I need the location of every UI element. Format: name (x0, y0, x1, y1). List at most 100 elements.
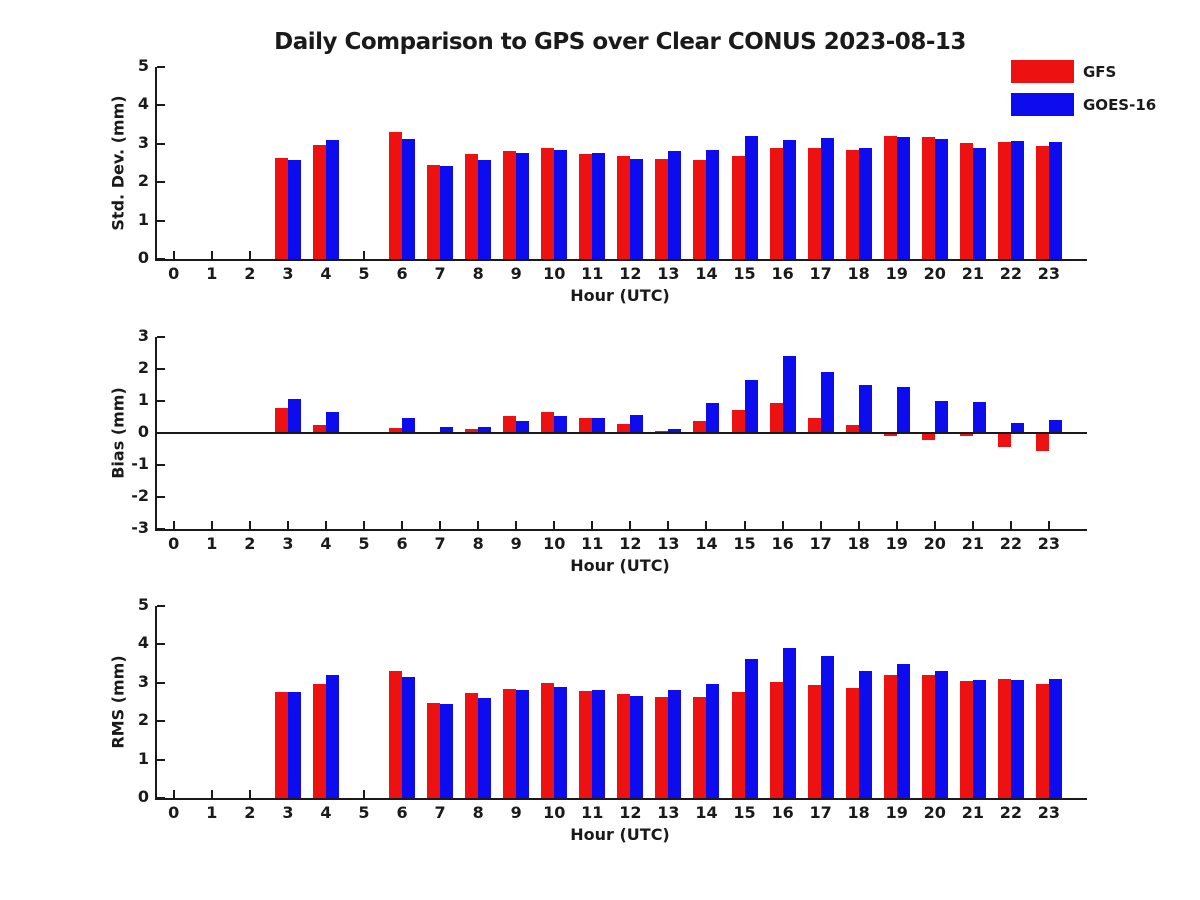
x-tick (743, 521, 746, 529)
bar-goes-16-hour-10 (554, 687, 568, 798)
chart-rms: RMS (mm) 0 1 2 3 4 5 0 1 2 3 4 5 6 7 8 9 10 11 12 13 14 15 16 1… (109, 596, 1087, 844)
x-tick-label: 6 (396, 534, 408, 553)
x-tick-label: 15 (733, 264, 756, 283)
y-tick (157, 464, 165, 466)
x-tick (857, 521, 860, 529)
bar-goes-16-hour-4 (325, 139, 339, 259)
x-tick-label: 18 (847, 534, 870, 553)
x-tick-label: 16 (771, 803, 794, 822)
y-tick-label: 1 (137, 390, 149, 409)
bar-gfs-hour-14 (693, 420, 707, 433)
legend-item-goes16: GOES-16 (1011, 93, 1156, 116)
bar-gfs-hour-3 (274, 692, 288, 798)
x-tick-label: 22 (999, 534, 1023, 553)
x-tick-label: 0 (168, 803, 180, 822)
bar-goes-16-hour-15 (744, 379, 758, 433)
bar-gfs-hour-23 (1035, 146, 1049, 259)
bar-goes-16-hour-13 (668, 429, 682, 433)
bar-gfs-hour-20 (921, 674, 935, 798)
y-tick-label: 2 (137, 358, 149, 377)
bar-gfs-hour-17 (807, 418, 821, 433)
bar-goes-16-hour-8 (478, 426, 492, 433)
x-tick-label: 0 (168, 264, 180, 283)
bar-goes-16-hour-13 (668, 151, 682, 259)
x-tick-label: 7 (434, 534, 446, 553)
x-tick (629, 521, 632, 529)
bar-gfs-hour-10 (541, 682, 555, 798)
y-tick (157, 181, 165, 184)
x-tick (477, 521, 480, 529)
bar-goes-16-hour-7 (440, 165, 454, 259)
x-tick-label: 5 (358, 264, 370, 283)
x-tick-label: 13 (657, 534, 680, 553)
chart-std-dev: Std. Dev. (mm) 0 1 2 3 4 5 0 1 2 3 4 5 6 7 8 9 10 11 12 13 1… (109, 57, 1087, 305)
y-tick-label: 3 (137, 326, 149, 345)
x-tick (210, 521, 213, 529)
bar-goes-16-hour-14 (706, 683, 720, 798)
x-tick-label: 21 (961, 534, 984, 553)
y-tick-label: 5 (137, 595, 149, 614)
x-tick-label: 10 (543, 534, 566, 553)
bar-goes-16-hour-17 (820, 371, 834, 433)
x-tick (248, 790, 251, 798)
y-tick-label: 2 (137, 710, 149, 730)
bar-gfs-hour-9 (503, 688, 517, 798)
x-tick (248, 251, 251, 259)
bar-gfs-hour-11 (579, 153, 593, 259)
bar-gfs-hour-15 (731, 691, 745, 798)
bar-gfs-hour-6 (389, 132, 403, 259)
x-tick-label: 11 (581, 264, 604, 283)
rms-x-axis-label: Hour (UTC) (570, 825, 670, 844)
y-tick-label: 0 (137, 787, 149, 806)
x-tick (363, 521, 365, 529)
bar-gfs-hour-8 (465, 154, 479, 259)
bar-gfs-hour-11 (579, 691, 593, 798)
std-dev-plot-area: 0 1 2 3 4 5 0 1 2 3 4 5 6 7 8 9 10 11 12 13 14 15 16 17 18 19 20 21… (138, 57, 1087, 283)
x-tick-label: 6 (396, 803, 408, 822)
x-tick (895, 521, 898, 529)
bar-gfs-hour-22 (997, 141, 1011, 259)
x-tick-label: 23 (1037, 803, 1061, 822)
y-tick-label: 4 (137, 633, 149, 653)
bar-gfs-hour-15 (731, 156, 745, 259)
x-tick (172, 521, 175, 529)
y-tick (157, 797, 165, 799)
bar-gfs-hour-17 (807, 147, 821, 259)
std-dev-x-axis-label: Hour (UTC) (570, 286, 670, 305)
bar-gfs-hour-18 (845, 687, 859, 798)
x-tick-label: 1 (206, 264, 218, 283)
y-tick (157, 104, 165, 107)
bar-goes-16-hour-17 (820, 138, 834, 259)
bar-goes-16-hour-4 (325, 675, 339, 798)
y-tick (157, 368, 165, 370)
bar-goes-16-hour-21 (972, 148, 986, 259)
y-tick-label: 1 (137, 209, 149, 229)
bar-goes-16-hour-18 (858, 385, 872, 433)
y-tick (157, 496, 165, 498)
figure-title: Daily Comparison to GPS over Clear CONUS… (274, 29, 966, 55)
bar-goes-16-hour-21 (972, 679, 986, 798)
x-tick (1047, 521, 1050, 529)
bar-goes-16-hour-23 (1048, 142, 1062, 259)
bar-gfs-hour-15 (731, 409, 745, 433)
bar-gfs-hour-22 (997, 433, 1011, 447)
x-tick (210, 251, 213, 259)
bar-goes-16-hour-10 (554, 149, 568, 259)
x-tick-label: 15 (733, 534, 756, 553)
y-tick-label: 1 (137, 748, 149, 768)
y-tick-label: 0 (137, 422, 149, 441)
bar-goes-16-hour-19 (896, 663, 910, 798)
bar-goes-16-hour-16 (782, 356, 796, 433)
x-tick-label: 12 (619, 264, 642, 283)
x-tick (667, 521, 670, 529)
bar-gfs-hour-13 (655, 430, 669, 433)
y-tick-label: 2 (137, 171, 149, 191)
y-tick (157, 336, 165, 338)
x-tick-label: 19 (885, 264, 908, 283)
x-tick-label: 14 (695, 264, 718, 283)
bar-goes-16-hour-22 (1010, 679, 1024, 798)
y-tick-label: 4 (137, 94, 149, 114)
bar-goes-16-hour-18 (858, 671, 872, 798)
bar-goes-16-hour-3 (287, 399, 301, 433)
